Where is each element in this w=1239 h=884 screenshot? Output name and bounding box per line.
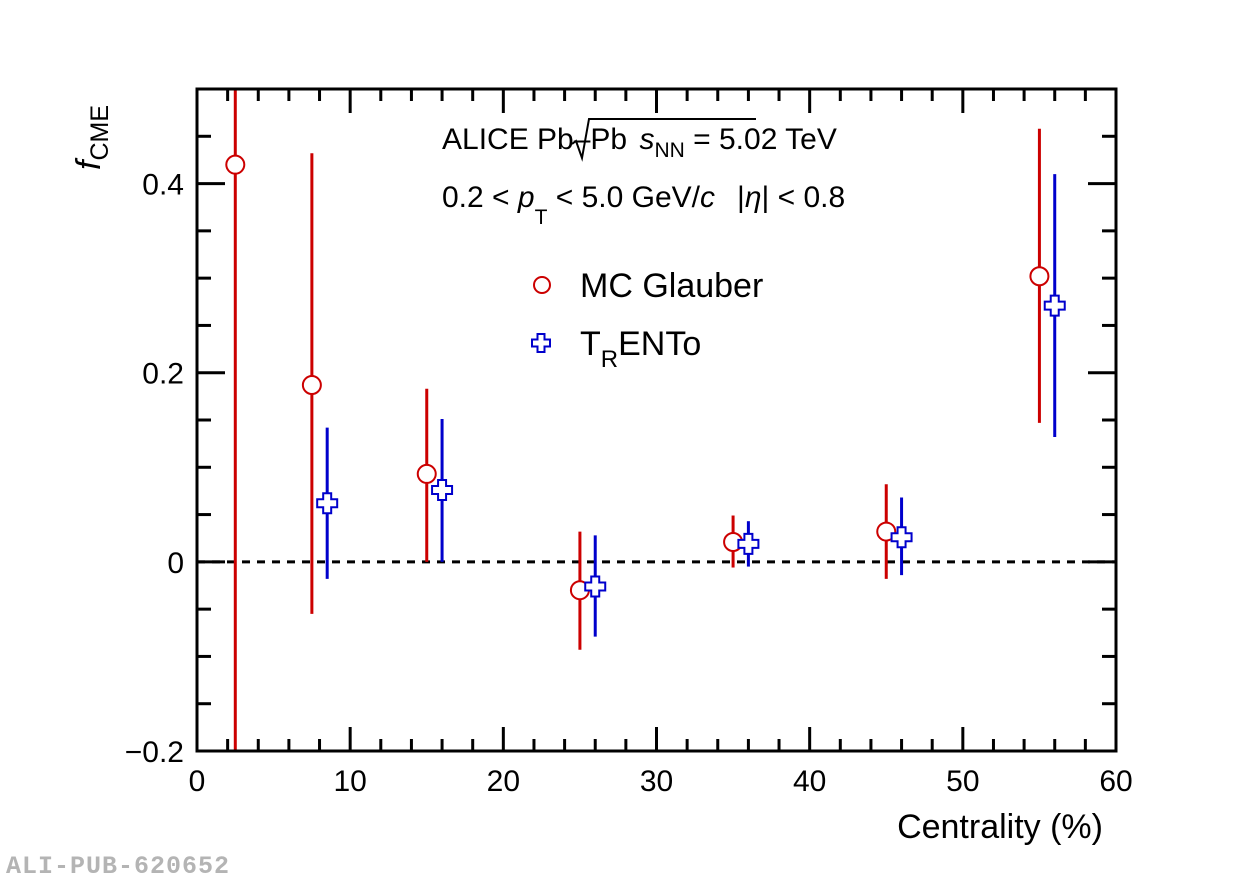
x-axis-title: Centrality (%) (897, 808, 1103, 846)
annotation-text: 0.2 < (442, 181, 518, 214)
data-series (226, 70, 1064, 770)
x-tick-label: 10 (333, 765, 366, 798)
legend-entry-trento: TRENTo (532, 325, 701, 373)
x-tick-label: 30 (640, 765, 673, 798)
annotation-text: < 5.0 GeV/ (547, 181, 700, 214)
legend: MC Glauber TRENTo (532, 267, 763, 373)
annotation-text: ALICE Pb–Pb (442, 123, 635, 156)
y-tick-label: −0.2 (125, 736, 184, 769)
annotation-sqrt-var: s (639, 123, 654, 156)
x-tick-label: 50 (946, 765, 979, 798)
series-trento (317, 174, 1065, 636)
x-tick-label: 60 (1099, 765, 1132, 798)
x-tick-label: 20 (487, 765, 520, 798)
annotation-kinematic-cuts: 0.2 < pT < 5.0 GeV/c |η| < 0.8 (442, 181, 845, 229)
x-tick-label: 0 (189, 765, 206, 798)
open-cross-marker-icon (532, 334, 550, 352)
y-tick-label: 0.2 (142, 358, 184, 391)
legend-label-trento-ento: ENTo (618, 325, 701, 363)
y-axis-title-sub: CME (86, 105, 114, 161)
y-tick-label: 0.4 (142, 169, 184, 202)
annotation-text: | (737, 181, 745, 214)
annotation-c: c (700, 181, 715, 214)
legend-entry-mc-glauber: MC Glauber (534, 267, 763, 305)
open-circle-marker-icon (534, 277, 550, 293)
series-mc-glauber (226, 70, 1048, 770)
legend-label-trento-r: R (601, 346, 618, 373)
annotation-collision-system: ALICE Pb–Pb sNN = 5.02 TeV (442, 123, 837, 162)
legend-label-mc-glauber: MC Glauber (580, 267, 763, 305)
data-point-cross (432, 480, 452, 500)
annotation-energy: = 5.02 TeV (685, 123, 837, 156)
annotation-eta: η (745, 181, 762, 214)
svg-text:fCME: fCME (70, 105, 114, 170)
data-point-cross (1045, 296, 1065, 316)
legend-label-trento: TRENTo (580, 325, 701, 373)
data-point-cross (317, 493, 337, 513)
data-point-circle (418, 465, 436, 483)
annotation-eta-cut: | < 0.8 (761, 181, 845, 214)
legend-label-trento-t: T (580, 325, 601, 363)
annotation-pt-sub: T (535, 206, 548, 229)
annotation-pt-var: p (517, 181, 535, 214)
data-point-circle (226, 156, 244, 174)
watermark: ALI-PUB-620652 (6, 852, 230, 881)
y-tick-label: 0 (167, 547, 184, 580)
data-point-circle (303, 376, 321, 394)
tick-labels: 0 10 20 30 40 50 60−0.200.20.4 (125, 169, 1133, 798)
data-point-circle (1030, 267, 1048, 285)
y-axis-title: fCME (70, 105, 114, 170)
annotation-sqrt-sub: NN (654, 139, 684, 162)
x-tick-label: 40 (793, 765, 826, 798)
